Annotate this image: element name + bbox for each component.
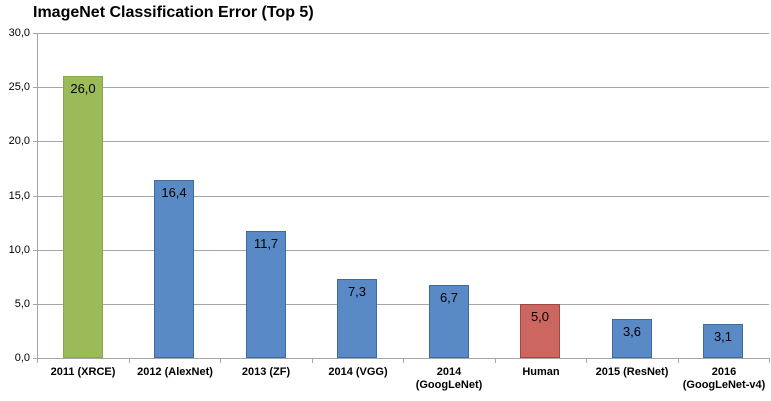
x-axis-tick: [129, 358, 130, 363]
x-axis-tick: [37, 358, 38, 363]
x-axis-category-label: Human: [522, 366, 560, 378]
y-axis-tick: [33, 358, 37, 359]
y-axis-tick: [33, 33, 37, 34]
x-axis-category-label: 2011 (XRCE): [50, 366, 116, 378]
x-axis-category-label: 2015 (ResNet): [595, 366, 669, 378]
x-axis-category-label: 2016 (GoogLeNet-v4): [682, 366, 766, 391]
bar-value-label: 6,7: [439, 290, 459, 305]
x-axis-category-label: 2012 (AlexNet): [137, 366, 213, 378]
x-axis-tick: [495, 358, 496, 363]
bar-value-label: 11,7: [253, 236, 279, 251]
x-axis-tick: [220, 358, 221, 363]
x-axis-tick: [312, 358, 313, 363]
x-axis-tick: [769, 358, 770, 363]
y-axis-tick: [33, 304, 37, 305]
y-axis-tick-label: 10,0: [8, 244, 30, 256]
bar: [429, 285, 469, 358]
x-axis-category-label: 2014 (GoogLeNet): [415, 366, 483, 391]
y-axis-tick-label: 15,0: [8, 190, 30, 202]
gridline: [37, 141, 769, 142]
gridline: [37, 196, 769, 197]
y-axis-tick-label: 25,0: [8, 81, 30, 93]
x-axis-tick: [586, 358, 587, 363]
bar: [520, 304, 560, 358]
x-axis-tick: [403, 358, 404, 363]
bar: [63, 76, 103, 358]
x-axis-tick: [678, 358, 679, 363]
gridline: [37, 33, 769, 34]
y-axis-tick-label: 30,0: [8, 27, 30, 39]
bar: [703, 324, 743, 358]
y-axis-tick: [33, 141, 37, 142]
bar-value-label: 26,0: [70, 81, 96, 96]
y-axis-tick-label: 5,0: [14, 298, 30, 310]
bar: [612, 319, 652, 358]
y-axis-line: [37, 33, 38, 358]
chart-title: ImageNet Classification Error (Top 5): [33, 4, 314, 21]
gridline: [37, 250, 769, 251]
bar: [337, 279, 377, 358]
y-axis-tick-label: 20,0: [8, 135, 30, 147]
bar-value-label: 16,4: [161, 185, 187, 200]
bar: [246, 231, 286, 358]
bar-value-label: 7,3: [347, 284, 367, 299]
bar-value-label: 5,0: [530, 309, 550, 324]
bar-value-label: 3,1: [713, 329, 733, 344]
x-axis-category-label: 2014 (VGG): [328, 366, 388, 378]
bar-value-label: 3,6: [622, 324, 642, 339]
y-axis-tick: [33, 87, 37, 88]
bar: [154, 180, 194, 358]
y-axis-tick: [33, 196, 37, 197]
x-axis-category-label: 2013 (ZF): [241, 366, 291, 378]
gridline: [37, 304, 769, 305]
y-axis-tick-label: 0,0: [14, 352, 30, 364]
y-axis-tick: [33, 250, 37, 251]
gridline: [37, 87, 769, 88]
